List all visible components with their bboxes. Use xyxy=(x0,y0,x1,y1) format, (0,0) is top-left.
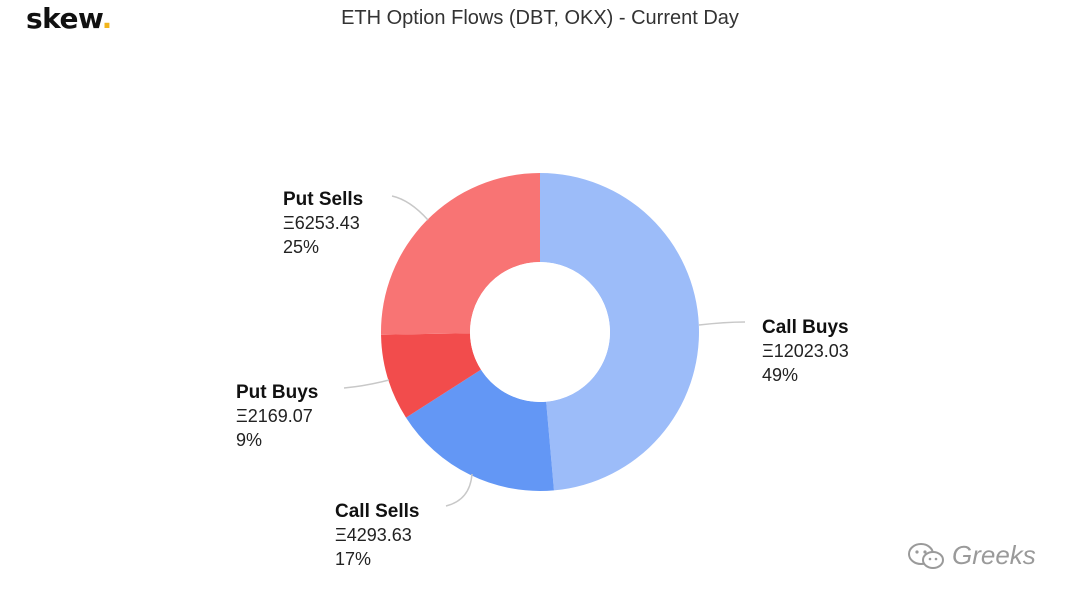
label-value-put-buys: Ξ2169.07 xyxy=(236,406,313,426)
label-percent-call-buys: 49% xyxy=(762,365,798,385)
label-value-call-sells: Ξ4293.63 xyxy=(335,525,412,545)
slice-put-sells[interactable] xyxy=(381,173,540,335)
chart-title: ETH Option Flows (DBT, OKX) - Current Da… xyxy=(341,7,739,29)
logo-dot: . xyxy=(101,2,113,35)
label-percent-put-sells: 25% xyxy=(283,237,319,257)
slice-put-buys[interactable] xyxy=(381,333,482,418)
label-name-put-sells: Put Sells xyxy=(283,189,363,210)
watermark-text: Greeks xyxy=(952,540,1036,570)
watermark: Greeks xyxy=(906,540,1036,571)
connector-put-sells xyxy=(391,195,429,221)
donut-hole xyxy=(470,262,610,402)
label-value-call-buys: Ξ12023.03 xyxy=(762,341,849,361)
label-name-put-buys: Put Buys xyxy=(236,382,318,403)
label-value-put-sells: Ξ6253.43 xyxy=(283,213,360,233)
label-percent-put-buys: 9% xyxy=(236,430,262,450)
label-percent-call-sells: 17% xyxy=(335,549,371,569)
logo-text: skew xyxy=(26,2,102,35)
label-name-call-buys: Call Buys xyxy=(762,317,849,338)
slice-call-sells[interactable] xyxy=(405,369,554,491)
connector-call-sells xyxy=(445,473,473,507)
label-name-call-sells: Call Sells xyxy=(335,501,420,522)
wechat-icon xyxy=(908,542,944,569)
slice-call-buys[interactable] xyxy=(540,173,699,491)
skew-logo: skew. xyxy=(26,2,112,35)
connector-call-buys xyxy=(698,321,746,326)
connector-put-buys xyxy=(343,379,390,389)
